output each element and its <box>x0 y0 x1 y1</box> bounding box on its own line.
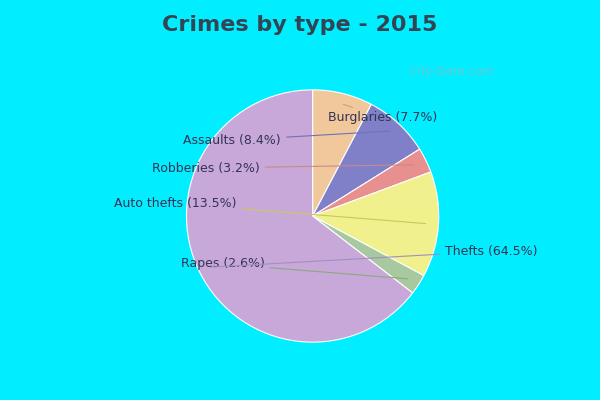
Text: Thefts (64.5%): Thefts (64.5%) <box>211 245 538 267</box>
Text: Assaults (8.4%): Assaults (8.4%) <box>184 131 389 147</box>
Wedge shape <box>313 90 371 216</box>
Wedge shape <box>187 90 413 342</box>
Wedge shape <box>313 104 419 216</box>
Wedge shape <box>313 172 439 276</box>
Text: Auto thefts (13.5%): Auto thefts (13.5%) <box>115 197 425 224</box>
Text: Burglaries (7.7%): Burglaries (7.7%) <box>328 104 437 124</box>
Text: Rapes (2.6%): Rapes (2.6%) <box>181 258 407 279</box>
Wedge shape <box>313 216 424 293</box>
Text: Robberies (3.2%): Robberies (3.2%) <box>152 162 414 174</box>
Text: City-Data.com: City-Data.com <box>402 65 494 78</box>
Text: Crimes by type - 2015: Crimes by type - 2015 <box>163 15 437 35</box>
Wedge shape <box>313 149 431 216</box>
